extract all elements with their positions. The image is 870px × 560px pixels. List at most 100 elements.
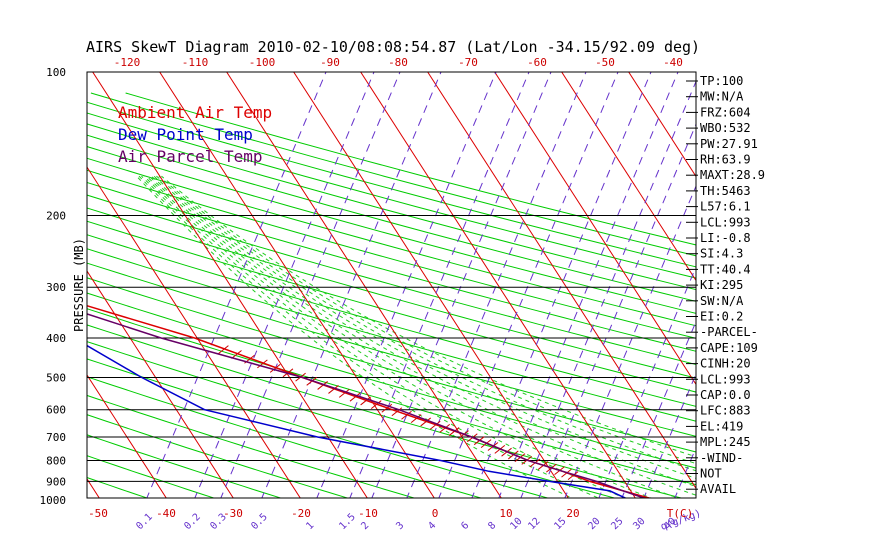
bottom-temperature-tick-label: -30 bbox=[223, 507, 243, 520]
dry-adiabat bbox=[87, 181, 696, 352]
adiabat-grid bbox=[0, 92, 696, 510]
bottom-temperature-tick-label: 10 bbox=[499, 507, 512, 520]
mixing-ratio-tick-label: 1.5 bbox=[337, 512, 358, 533]
dry-adiabat bbox=[87, 277, 696, 453]
stability-index: LCL:993 bbox=[700, 372, 751, 386]
isotherm-line bbox=[427, 72, 696, 490]
isotherm-line bbox=[494, 72, 696, 386]
cape-hatch-mark bbox=[257, 359, 268, 369]
top-temperature-tick-label: -80 bbox=[388, 56, 408, 69]
mixing-ratio-tick-label: 6 bbox=[459, 520, 471, 532]
cape-hatch-mark bbox=[338, 388, 350, 398]
dry-adiabat bbox=[0, 93, 116, 510]
isotherm-line bbox=[87, 374, 167, 498]
isotherm-line bbox=[0, 68, 40, 510]
cape-hatch-mark bbox=[231, 350, 242, 359]
moist-adiabat bbox=[156, 175, 696, 472]
stability-index: RH:63.9 bbox=[700, 153, 751, 167]
stability-index: EI:0.2 bbox=[700, 310, 743, 324]
mixing-ratio-line bbox=[598, 265, 696, 498]
top-temperature-tick-label: -90 bbox=[320, 56, 340, 69]
mixing-ratio-tick-label: 2 bbox=[359, 520, 371, 532]
mixing-ratio-grid bbox=[146, 72, 696, 498]
dry-adiabat bbox=[87, 169, 696, 339]
stability-index: -PARCEL- bbox=[700, 325, 758, 339]
mixing-ratio-tick-label: 12 bbox=[526, 516, 542, 532]
stability-index: MPL:245 bbox=[700, 435, 751, 449]
pressure-tick-label: 1000 bbox=[40, 494, 67, 507]
stability-index: PW:27.91 bbox=[700, 137, 758, 151]
mixing-ratio-line bbox=[438, 72, 619, 498]
stability-index: EL:419 bbox=[700, 419, 743, 433]
mixing-ratio-line bbox=[371, 72, 552, 498]
mixing-ratio-tick-label: 20 bbox=[586, 516, 602, 532]
top-temperature-tick-label: -120 bbox=[114, 56, 141, 69]
moist-adiabat bbox=[146, 175, 680, 498]
isotherm-line bbox=[87, 270, 234, 498]
stability-index: SI:4.3 bbox=[700, 247, 743, 261]
ambient-temperature-line bbox=[87, 304, 652, 498]
bottom-temperature-tick-label: 0 bbox=[432, 507, 439, 520]
cape-hatch-mark bbox=[218, 345, 229, 354]
moist-adiabat bbox=[161, 175, 696, 458]
top-temperature-tick-label: -60 bbox=[527, 56, 547, 69]
mixing-ratio-tick-label: 3 bbox=[394, 520, 406, 532]
dry-adiabat bbox=[87, 262, 696, 437]
bottom-temperature-tick-label: -20 bbox=[291, 507, 311, 520]
mixing-ratio-tick-label: 1 bbox=[304, 520, 316, 532]
stability-index: -WIND- bbox=[700, 451, 743, 465]
moist-adiabat bbox=[153, 175, 696, 479]
stability-index: CAPE:109 bbox=[700, 341, 758, 355]
isotherm-line bbox=[360, 72, 636, 498]
mixing-ratio-tick-label: 0.2 bbox=[182, 512, 203, 533]
mixing-ratio-line bbox=[194, 72, 375, 498]
pressure-tick-label: 700 bbox=[46, 431, 66, 444]
stability-index: WBO:532 bbox=[700, 121, 751, 135]
mixing-ratio-line bbox=[643, 372, 696, 498]
mixing-ratio-tick-label: 0.5 bbox=[249, 512, 270, 533]
dry-adiabat bbox=[87, 194, 696, 366]
chart-title: AIRS SkewT Diagram 2010-02-10/08:08:54.8… bbox=[86, 38, 700, 56]
moist-adiabat bbox=[158, 175, 696, 465]
mixing-ratio-tick-label: 25 bbox=[609, 516, 625, 532]
parcel-temperature-line bbox=[87, 313, 647, 498]
pressure-tick-label: 500 bbox=[46, 371, 66, 384]
bottom-temperature-tick-label: -50 bbox=[88, 507, 108, 520]
stability-index: TP:100 bbox=[700, 74, 743, 88]
top-temperature-tick-label: -110 bbox=[182, 56, 209, 69]
moist-adiabat bbox=[151, 175, 696, 488]
stability-index: FRZ:604 bbox=[700, 105, 751, 119]
stability-index: NOT bbox=[700, 467, 722, 481]
stability-index: TT:40.4 bbox=[700, 262, 751, 276]
dry-adiabat bbox=[87, 146, 696, 314]
mixing-ratio-line bbox=[498, 72, 679, 498]
dry-adiabat bbox=[87, 292, 696, 469]
mixing-ratio-tick-label: 8 bbox=[486, 520, 498, 532]
pressure-tick-label: 900 bbox=[46, 475, 66, 488]
dry-adiabat bbox=[87, 341, 617, 498]
mixing-ratio-line bbox=[146, 72, 327, 498]
stability-index: LCL:993 bbox=[700, 215, 751, 229]
moist-adiabat bbox=[143, 175, 653, 498]
isotherm-line bbox=[293, 72, 569, 498]
mixing-ratio-line bbox=[349, 72, 530, 498]
bottom-temperature-tick-label: -10 bbox=[358, 507, 378, 520]
stability-index: CAP:0.0 bbox=[700, 388, 751, 402]
mixing-ratio-line bbox=[261, 72, 442, 498]
pressure-tick-label: 300 bbox=[46, 281, 66, 294]
cape-hatch-mark bbox=[328, 385, 339, 394]
mixing-ratio-tick-label: 4 bbox=[426, 520, 438, 532]
mixing-ratio-line bbox=[220, 72, 401, 498]
isotherm-line bbox=[92, 72, 368, 498]
stability-index: MW:N/A bbox=[700, 90, 744, 104]
mixing-ratio-line bbox=[538, 123, 696, 498]
y-axis-label: PRESSURE (MB) bbox=[72, 238, 86, 332]
cape-hatch-mark bbox=[269, 364, 281, 373]
moist-adiabat bbox=[148, 175, 696, 496]
dry-adiabat bbox=[87, 101, 696, 268]
cape-hatch-mark bbox=[360, 396, 371, 406]
mixing-ratio-line bbox=[316, 72, 497, 498]
legend-entry: Air Parcel Temp bbox=[118, 147, 263, 166]
pressure-tick-label: 200 bbox=[46, 210, 66, 223]
